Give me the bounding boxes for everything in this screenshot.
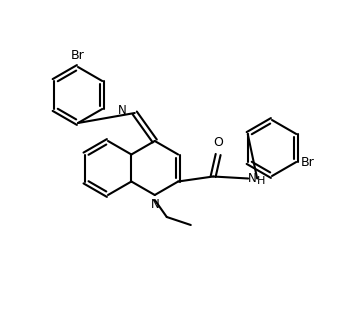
Text: Br: Br	[71, 49, 85, 62]
Text: Br: Br	[301, 155, 315, 169]
Text: O: O	[213, 137, 223, 149]
Text: N: N	[150, 198, 159, 211]
Text: H: H	[257, 176, 265, 187]
Text: N: N	[248, 172, 257, 185]
Text: N: N	[118, 105, 127, 117]
